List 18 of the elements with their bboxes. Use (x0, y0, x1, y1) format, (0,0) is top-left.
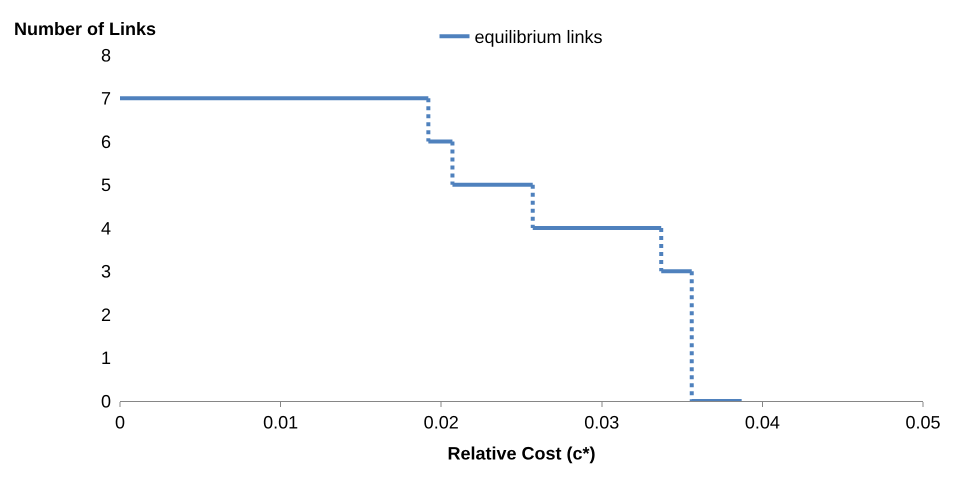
y-tick-label: 0 (100, 391, 111, 412)
x-tick-label: 0.05 (905, 412, 941, 433)
legend-label: equilibrium links (474, 27, 603, 48)
x-axis-title: Relative Cost (c*) (447, 444, 596, 464)
y-tick-label: 4 (100, 218, 111, 238)
y-tick-label: 3 (100, 262, 111, 282)
x-tick-label: 0.02 (424, 412, 459, 433)
y-tick-label: 7 (100, 88, 111, 109)
y-tick-label: 8 (100, 45, 111, 66)
x-tick-label: 0.01 (263, 412, 298, 433)
x-tick-label: 0.03 (584, 412, 620, 433)
y-tick-label: 6 (100, 132, 111, 152)
x-tick-label: 0 (114, 412, 126, 433)
y-tick-label: 1 (100, 348, 111, 368)
x-tick-label: 0.04 (744, 412, 780, 433)
y-axis-title: Number of Links (14, 19, 156, 39)
y-tick-label: 5 (100, 175, 111, 196)
y-tick-label: 2 (100, 304, 111, 325)
